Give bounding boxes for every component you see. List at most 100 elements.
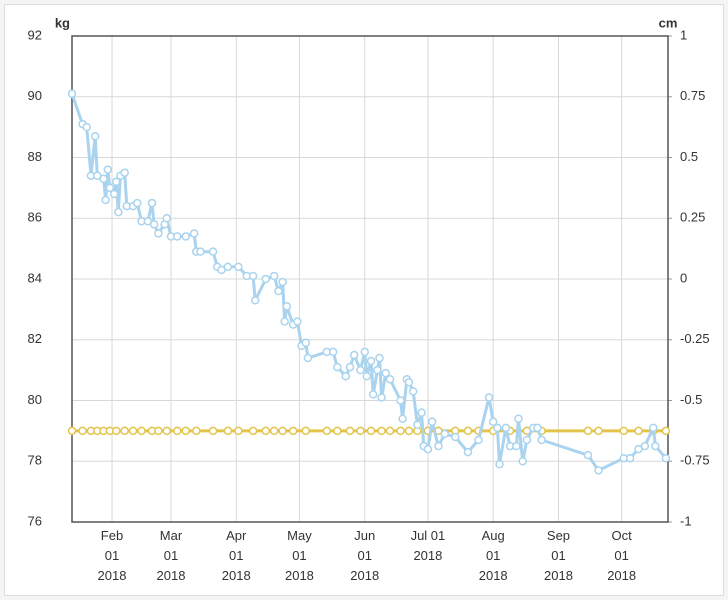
y2-tick-label: -0.25 <box>680 331 710 346</box>
point <box>248 426 258 436</box>
point <box>583 450 593 460</box>
y2-tick-label: 0 <box>680 270 687 285</box>
point <box>333 362 342 372</box>
point <box>90 131 100 141</box>
y2-tick-label: -0.5 <box>680 392 702 407</box>
point <box>269 426 279 436</box>
y-axis-label: kg <box>55 15 70 30</box>
point <box>651 441 660 451</box>
x-tick-label: May 01 2018 <box>285 528 314 583</box>
point <box>111 177 121 187</box>
point <box>128 426 138 436</box>
y-tick-label: 84 <box>28 270 42 285</box>
point <box>385 374 395 384</box>
point <box>261 274 271 284</box>
point <box>440 429 450 439</box>
point <box>133 198 142 208</box>
point <box>154 426 163 436</box>
point <box>154 229 163 238</box>
point <box>451 432 460 442</box>
point <box>162 214 172 223</box>
point <box>234 262 243 272</box>
point <box>594 426 603 436</box>
point <box>385 426 395 436</box>
point <box>293 317 302 326</box>
point <box>377 426 386 436</box>
point <box>189 229 199 238</box>
point <box>493 423 502 433</box>
point <box>417 408 426 417</box>
point <box>67 89 77 98</box>
point <box>301 426 311 436</box>
y-tick-label: 76 <box>28 513 42 528</box>
x-tick-label: Aug 01 2018 <box>479 528 508 583</box>
point <box>282 302 292 311</box>
point <box>484 393 494 402</box>
point <box>328 347 338 357</box>
series-line <box>70 93 668 472</box>
y2-tick-label: -1 <box>680 513 692 528</box>
point <box>109 189 119 199</box>
point <box>120 168 129 177</box>
point <box>274 286 283 296</box>
point <box>103 165 113 174</box>
y-tick-label: 86 <box>28 210 42 225</box>
point <box>248 271 258 281</box>
point <box>495 460 504 469</box>
x-tick-label: Feb 01 2018 <box>98 528 127 583</box>
point <box>137 426 146 436</box>
point <box>594 466 603 475</box>
point <box>533 423 542 433</box>
x-tick-label: Jun 01 2018 <box>350 528 379 583</box>
point <box>427 417 437 427</box>
point <box>223 262 233 272</box>
y-tick-label: 88 <box>28 149 42 164</box>
point <box>223 426 233 436</box>
point <box>404 426 414 436</box>
y2-tick-label: 1 <box>680 27 687 42</box>
y2-tick-label: 0.25 <box>680 210 705 225</box>
point <box>396 396 405 405</box>
y2-tick-label: 0.75 <box>680 88 705 103</box>
point <box>356 365 365 375</box>
point <box>101 195 110 205</box>
point <box>362 371 372 381</box>
point <box>408 387 418 396</box>
x-tick-label: Apr 01 2018 <box>222 528 251 583</box>
point <box>280 317 289 326</box>
point <box>583 426 593 436</box>
point <box>147 198 157 208</box>
point <box>398 414 407 423</box>
point <box>288 426 298 436</box>
y-tick-label: 78 <box>28 453 42 468</box>
y2-tick-label: 0.5 <box>680 149 698 164</box>
point <box>303 353 313 363</box>
point <box>463 447 473 457</box>
x-tick-label: Sep 01 2018 <box>544 528 573 583</box>
point <box>625 453 635 463</box>
point <box>261 426 271 436</box>
point <box>661 426 671 436</box>
point <box>301 338 311 348</box>
point <box>360 347 369 357</box>
y2-axis-label: cm <box>659 15 678 30</box>
point <box>114 207 123 217</box>
plot-frame <box>71 35 669 523</box>
point <box>208 247 218 256</box>
y-tick-label: 90 <box>28 88 42 103</box>
point <box>173 232 182 241</box>
point <box>501 423 511 433</box>
point <box>356 426 365 436</box>
point <box>111 426 121 436</box>
point <box>619 426 629 436</box>
point <box>78 426 87 436</box>
y-tick-label: 80 <box>28 392 42 407</box>
point <box>181 232 190 241</box>
point <box>67 426 77 436</box>
point <box>192 426 201 436</box>
point <box>278 426 287 436</box>
point <box>173 426 182 436</box>
point <box>518 457 527 466</box>
y-tick-label: 92 <box>28 27 42 42</box>
